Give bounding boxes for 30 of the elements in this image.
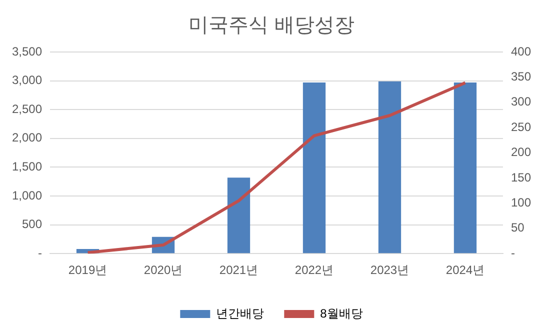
bar [378,81,402,254]
y-tick-label: 1,500 [12,160,42,174]
chart-title: 미국주식 배당성장 [188,14,354,37]
y2-tick-label: 350 [510,70,532,84]
y2-tick-label: 50 [510,220,525,235]
y-tick-label: 3,000 [12,73,42,88]
bar [227,178,250,254]
bar [302,82,326,254]
x-tick-label: 2023년 [370,263,410,278]
y2-tick-label: 250 [510,120,532,134]
y-tick-label: 3,500 [12,44,42,58]
y2-tick-label: 400 [510,44,532,58]
x-tick-label: 2021년 [219,263,258,278]
y2-tick-label: - [510,246,515,260]
x-tick-label: 2019년 [68,263,108,278]
x-tick-label: 2024년 [446,263,485,278]
y2-tick-label: 200 [510,145,532,160]
y-tick-label: 1,000 [12,188,42,202]
bar [454,82,477,254]
y2-tick-label: 300 [510,94,532,109]
y-tick-label: 2,000 [12,130,42,145]
y-tick-label: 500 [22,217,42,232]
y2-tick-label: 100 [510,196,532,210]
x-tick-label: 2020년 [144,263,183,278]
legend-label: 8월배당 [320,306,363,320]
y2-tick-label: 150 [510,170,532,184]
y-tick-label: 2,500 [12,102,42,116]
x-tick-label: 2022년 [294,263,334,278]
y-tick-label: - [38,246,42,260]
legend-label: 년간배당 [216,306,264,320]
